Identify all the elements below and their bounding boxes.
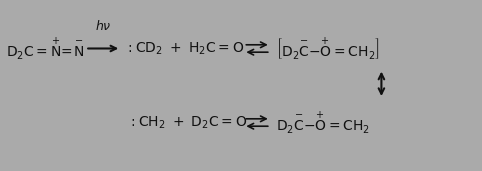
Text: $\mathrm{D_2C{=}\overset{+}{N}{\!=\!}\overset{-}{N}}$: $\mathrm{D_2C{=}\overset{+}{N}{\!=\!}\ov…	[6, 35, 84, 62]
Text: $\mathrm{D_2\overset{-}{C}{-}\overset{+}{O}{=}CH_2}$: $\mathrm{D_2\overset{-}{C}{-}\overset{+}…	[276, 109, 370, 136]
Text: $:\mathrm{CH_2}\ +\ \mathrm{D_2C{=}O}$: $:\mathrm{CH_2}\ +\ \mathrm{D_2C{=}O}$	[128, 114, 248, 131]
Text: $h\nu$: $h\nu$	[95, 19, 111, 33]
Text: $:\mathrm{CD_2}\ +\ \mathrm{H_2C{=}O}$: $:\mathrm{CD_2}\ +\ \mathrm{H_2C{=}O}$	[125, 40, 244, 57]
Text: $\left[\mathrm{D_2\overset{-}{C}{-}\overset{+}{O}{=}CH_2}\right]$: $\left[\mathrm{D_2\overset{-}{C}{-}\over…	[276, 35, 379, 62]
